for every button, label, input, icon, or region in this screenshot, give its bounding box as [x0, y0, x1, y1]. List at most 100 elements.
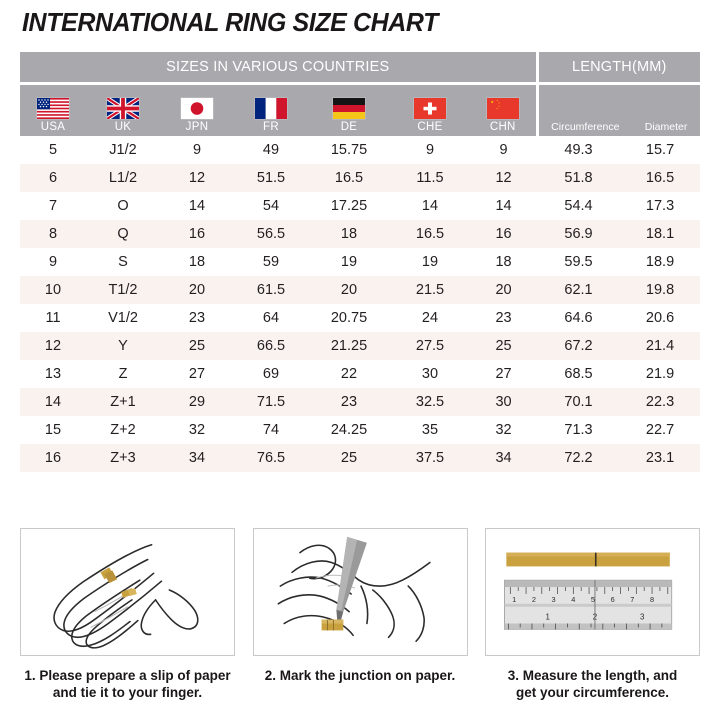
cell-diameter: 18.9 [620, 248, 701, 276]
cell-che: 27.5 [390, 332, 470, 360]
step-3-caption-line1: 3. Measure the length, and [507, 668, 678, 683]
cell-chn: 9 [470, 136, 538, 164]
cell-chn: 27 [470, 360, 538, 388]
column-label-jpn: JPN [185, 121, 209, 133]
flag-switzerland-icon [414, 98, 446, 119]
cell-chn: 32 [470, 416, 538, 444]
table-row: 13 Z 27 69 22 30 27 68.5 21.9 [20, 360, 701, 388]
column-label-fr: FR [263, 121, 279, 133]
cell-diameter: 21.4 [620, 332, 701, 360]
step-3-caption: 3. Measure the length, and get your circ… [485, 667, 700, 701]
table-country-header-row: USA [20, 82, 701, 136]
cell-diameter: 21.9 [620, 360, 701, 388]
paper-strip-gold [506, 552, 670, 567]
hand-marking-paper-with-pen-illustration [277, 536, 431, 643]
cell-uk: Z+1 [86, 388, 160, 416]
cell-circumference: 64.6 [537, 304, 621, 332]
cell-circumference: 62.1 [537, 276, 621, 304]
cell-de: 21.25 [308, 332, 390, 360]
cell-uk: J1/2 [86, 136, 160, 164]
cell-circumference: 54.4 [537, 192, 621, 220]
cell-usa: 9 [20, 248, 86, 276]
step-2-caption-line1: 2. Mark the junction on paper. [264, 668, 456, 683]
cell-jpn: 25 [160, 332, 234, 360]
cell-de: 16.5 [308, 164, 390, 192]
column-header-chn: CHN [470, 82, 538, 136]
cell-usa: 15 [20, 416, 86, 444]
cell-jpn: 12 [160, 164, 234, 192]
cell-fr: 51.5 [234, 164, 308, 192]
column-label-de: DE [340, 121, 358, 133]
cell-chn: 16 [470, 220, 538, 248]
svg-text:5: 5 [591, 595, 595, 604]
cell-de: 18 [308, 220, 390, 248]
svg-text:6: 6 [611, 595, 615, 604]
flag-france-icon [255, 98, 287, 119]
cell-de: 22 [308, 360, 390, 388]
column-header-de: DE [308, 82, 390, 136]
cell-de: 19 [308, 248, 390, 276]
cell-circumference: 68.5 [537, 360, 621, 388]
step-2-caption: 2. Mark the junction on paper. [253, 667, 468, 684]
cell-jpn: 20 [160, 276, 234, 304]
cell-che: 16.5 [390, 220, 470, 248]
group-header-sizes: SIZES IN VARIOUS COUNTRIES [20, 52, 539, 84]
cell-che: 9 [390, 136, 470, 164]
cell-diameter: 19.8 [620, 276, 701, 304]
page-title: INTERNATIONAL RING SIZE CHART [22, 7, 438, 37]
table-row: 7 O 14 54 17.25 14 14 54.4 17.3 [20, 192, 701, 220]
cell-jpn: 18 [160, 248, 234, 276]
cell-jpn: 27 [160, 360, 234, 388]
cell-jpn: 29 [160, 388, 234, 416]
cell-che: 35 [390, 416, 470, 444]
cell-fr: 61.5 [234, 276, 308, 304]
cell-de: 20 [308, 276, 390, 304]
table-row: 9 S 18 59 19 19 18 59.5 18.9 [20, 248, 701, 276]
cell-de: 25 [308, 444, 390, 472]
cell-usa: 14 [20, 388, 86, 416]
step-3-panel: 123 456 78 123 [485, 528, 700, 656]
cell-fr: 56.5 [234, 220, 308, 248]
cell-diameter: 20.6 [620, 304, 701, 332]
flag-germany-icon [333, 98, 365, 119]
svg-text:3: 3 [552, 595, 556, 604]
cell-usa: 7 [20, 192, 86, 220]
cell-uk: Y [86, 332, 160, 360]
cell-uk: T1/2 [86, 276, 160, 304]
cell-usa: 5 [20, 136, 86, 164]
step-1-panel [20, 528, 235, 656]
column-label-chn: CHN [489, 121, 516, 133]
svg-text:7: 7 [630, 595, 634, 604]
cell-circumference: 71.3 [537, 416, 621, 444]
column-header-uk: UK [86, 82, 160, 136]
flag-uk-icon [107, 98, 139, 119]
cell-che: 32.5 [390, 388, 470, 416]
cell-fr: 74 [234, 416, 308, 444]
cell-che: 14 [390, 192, 470, 220]
group-header-length: LENGTH(MM) [537, 52, 701, 84]
cell-fr: 71.5 [234, 388, 308, 416]
flag-usa-icon [37, 98, 69, 119]
svg-text:1: 1 [546, 613, 550, 622]
step-3-caption-line2: get your circumference. [515, 685, 670, 700]
cell-uk: O [86, 192, 160, 220]
cell-usa: 8 [20, 220, 86, 248]
cell-diameter: 17.3 [620, 192, 701, 220]
cell-diameter: 18.1 [620, 220, 701, 248]
cell-circumference: 51.8 [537, 164, 621, 192]
cell-jpn: 32 [160, 416, 234, 444]
column-header-jpn: JPN [160, 82, 234, 136]
svg-text:1: 1 [512, 595, 516, 604]
svg-text:4: 4 [571, 595, 575, 604]
cell-chn: 20 [470, 276, 538, 304]
cell-jpn: 16 [160, 220, 234, 248]
measurement-steps: 1. Please prepare a slip of paper and ti… [20, 528, 700, 701]
cell-circumference: 49.3 [537, 136, 621, 164]
column-label-diameter: Diameter [644, 121, 688, 133]
cell-che: 30 [390, 360, 470, 388]
cell-usa: 13 [20, 360, 86, 388]
cell-de: 17.25 [308, 192, 390, 220]
cell-fr: 49 [234, 136, 308, 164]
table-body: 5 J1/2 9 49 15.75 9 9 49.3 15.7 6 L1/2 1… [20, 136, 701, 472]
cell-circumference: 59.5 [537, 248, 621, 276]
